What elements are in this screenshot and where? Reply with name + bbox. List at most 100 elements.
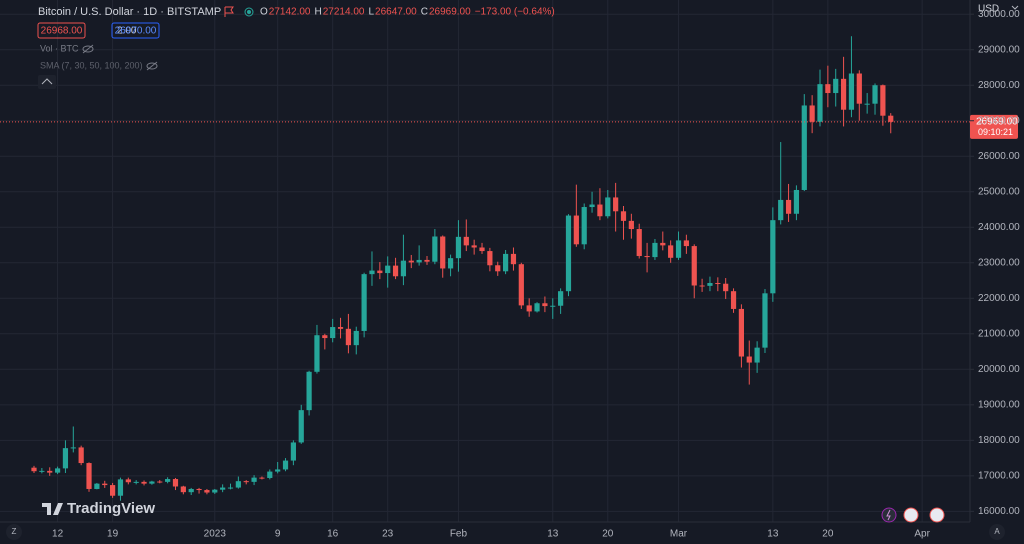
bid[interactable]: 26968.00 xyxy=(41,26,83,37)
candle-body xyxy=(660,242,666,246)
candle-body xyxy=(282,460,289,470)
x-tick-label: 13 xyxy=(547,529,559,540)
y-tick-label: 27000.00 xyxy=(978,115,1020,126)
candle-body xyxy=(589,204,595,208)
candle-body xyxy=(565,215,572,292)
sma-label[interactable]: SMA (7, 30, 50, 100, 200) xyxy=(40,60,143,70)
candle-body xyxy=(463,236,469,246)
zoom-button[interactable] xyxy=(6,524,22,540)
candle-body xyxy=(518,264,524,306)
candle-body xyxy=(416,259,422,263)
hidden-icon[interactable] xyxy=(146,61,158,71)
candle-body xyxy=(550,305,556,307)
candle-body xyxy=(424,259,430,262)
candle-body xyxy=(628,220,634,230)
candle-body xyxy=(377,270,383,274)
candle-body xyxy=(149,481,155,484)
candle-body xyxy=(204,490,210,493)
auto-label[interactable]: A xyxy=(994,527,1000,536)
symbol[interactable]: Bitcoin / U.S. Dollar · 1D · BITSTAMP xyxy=(38,6,221,18)
collapse-button[interactable] xyxy=(38,75,56,89)
candle-body xyxy=(392,265,399,277)
volume-label[interactable]: Vol · BTC xyxy=(40,43,79,53)
price-box xyxy=(970,114,1018,139)
candle-body xyxy=(636,229,642,257)
y-tick-label: 28000.00 xyxy=(978,80,1020,91)
candle-body xyxy=(613,197,619,212)
y-tick-label: 23000.00 xyxy=(978,257,1020,268)
status-dot xyxy=(247,10,251,14)
y-tick-label: 24000.00 xyxy=(978,222,1020,233)
candle-body xyxy=(102,483,108,486)
candle-body xyxy=(180,486,186,493)
ohlc-value: 27214.00 xyxy=(323,7,365,18)
x-tick-label: 23 xyxy=(382,529,394,540)
countdown: 09:10:21 xyxy=(978,127,1013,137)
candle-body xyxy=(605,197,611,217)
auto-button[interactable] xyxy=(989,524,1005,540)
candle-body xyxy=(275,469,281,472)
x-tick-label: 13 xyxy=(767,529,779,540)
candle-body xyxy=(385,265,391,274)
ohlc: O 27142.00 H 27214.00 L 26647.00 C 26969.00 −173… xyxy=(260,7,555,18)
y-tick-label: 19000.00 xyxy=(978,399,1020,410)
candle-body xyxy=(534,303,540,312)
ohlc-value: 26647.00 xyxy=(375,7,417,18)
candle-body xyxy=(809,105,815,122)
candle-body xyxy=(212,489,218,493)
grid xyxy=(0,0,970,522)
candle-body xyxy=(110,485,116,496)
candle-body xyxy=(70,447,76,449)
candle-body xyxy=(455,236,462,259)
candle-body xyxy=(78,447,84,464)
candle-body xyxy=(778,199,784,221)
ask[interactable]: 26970.00 xyxy=(115,26,157,37)
candle-body xyxy=(793,189,800,214)
candle-body xyxy=(542,303,548,307)
ohlc-value: 27142.00 xyxy=(269,7,311,18)
y-tick-label: 29000.00 xyxy=(978,44,1020,55)
x-tick-label: Mar xyxy=(670,529,688,540)
candle-body xyxy=(864,103,870,105)
ask-box[interactable] xyxy=(111,22,160,39)
zoom-label[interactable]: Z xyxy=(12,527,17,536)
candle-body xyxy=(652,242,658,258)
x-tick-label: 12 xyxy=(52,529,64,540)
candle-body xyxy=(133,481,139,483)
bid-box[interactable] xyxy=(37,22,86,39)
ohlc-key: L xyxy=(368,7,374,18)
candle-body xyxy=(597,204,603,217)
candle-body xyxy=(94,483,100,489)
ohlc-key: O xyxy=(260,7,268,18)
candle-body xyxy=(770,220,776,294)
candle-body xyxy=(754,347,760,363)
x-tick-label: 20 xyxy=(602,529,614,540)
y-tick-label: 20000.00 xyxy=(978,364,1020,375)
candle-body xyxy=(31,467,37,472)
x-tick-label: 20 xyxy=(822,529,834,540)
candles xyxy=(31,36,894,501)
event-icon[interactable] xyxy=(881,507,897,523)
ohlc-key: C xyxy=(421,7,428,18)
y-tick-label: 18000.00 xyxy=(978,435,1020,446)
candle-body xyxy=(322,335,328,339)
candle-body xyxy=(196,488,202,491)
hidden-icon[interactable] xyxy=(82,44,94,54)
candle-body xyxy=(503,253,509,272)
event-icon[interactable] xyxy=(929,507,945,523)
candle-body xyxy=(880,85,886,116)
candle-body xyxy=(400,260,407,277)
candle-body xyxy=(267,471,273,478)
candle-body xyxy=(243,481,249,483)
y-tick-label: 30000.00 xyxy=(978,9,1020,20)
candle-body xyxy=(581,207,587,245)
event-icon[interactable] xyxy=(903,507,919,523)
candle-body xyxy=(730,291,737,309)
ohlc-value: 26969.00 xyxy=(429,7,471,18)
logo[interactable]: TradingView xyxy=(67,500,155,517)
collapse-icon xyxy=(41,78,53,85)
candle-body xyxy=(337,327,344,329)
currency[interactable]: USD xyxy=(978,4,999,15)
flag-icon[interactable] xyxy=(224,6,234,17)
